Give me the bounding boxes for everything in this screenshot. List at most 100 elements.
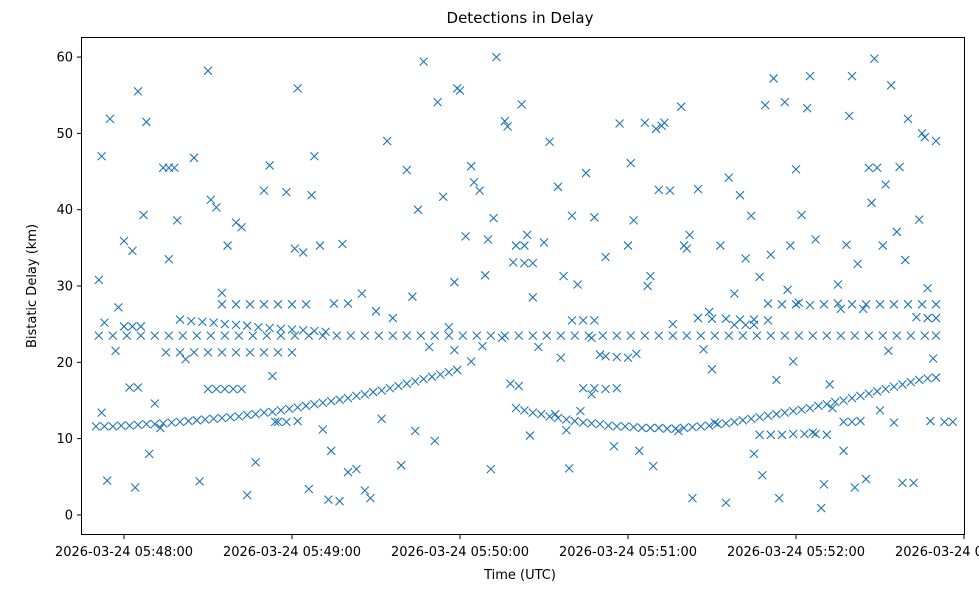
- detection-point: [710, 418, 720, 427]
- detection-point: [402, 331, 412, 340]
- detection-point: [763, 315, 773, 325]
- detection-point: [564, 463, 574, 473]
- detection-point: [634, 446, 644, 456]
- detection-point: [802, 103, 812, 113]
- detection-point: [763, 411, 773, 421]
- detection-point: [251, 409, 260, 419]
- detection-point: [209, 318, 218, 328]
- detection-point: [511, 403, 521, 413]
- detection-point: [374, 331, 384, 340]
- detection-point: [788, 406, 798, 416]
- x-tick-label: 2026-03-24 05:48:00: [55, 545, 193, 560]
- detection-point: [696, 422, 706, 431]
- detection-point: [469, 177, 479, 187]
- detection-point: [931, 299, 941, 309]
- detection-point: [195, 476, 204, 486]
- detection-point: [262, 331, 272, 340]
- detection-point: [332, 331, 342, 340]
- detection-point: [503, 122, 512, 131]
- detection-point: [816, 503, 826, 513]
- detection-point: [788, 429, 798, 439]
- detection-point: [928, 354, 938, 363]
- detection-point: [931, 373, 941, 382]
- detection-point: [777, 299, 787, 309]
- detection-point: [931, 331, 941, 340]
- detection-point: [573, 280, 582, 289]
- detection-point: [371, 306, 381, 316]
- detection-point: [175, 417, 185, 427]
- detection-point: [833, 280, 843, 289]
- detection-point: [522, 230, 532, 240]
- detection-point: [310, 151, 319, 161]
- detection-point: [850, 483, 860, 492]
- detection-point: [923, 313, 932, 323]
- detection-point: [839, 446, 848, 456]
- detection-point: [685, 230, 694, 240]
- detection-point: [587, 333, 596, 343]
- detection-point: [699, 344, 708, 354]
- detection-point: [122, 331, 132, 340]
- detection-point: [612, 352, 622, 362]
- detection-point: [741, 254, 750, 263]
- detection-point: [741, 320, 750, 330]
- detection-point: [388, 331, 398, 340]
- detection-point: [836, 331, 846, 340]
- detection-point: [310, 326, 319, 336]
- detection-point: [97, 151, 106, 161]
- detection-point: [822, 331, 832, 340]
- detection-point: [909, 478, 918, 488]
- detection-point: [164, 254, 174, 264]
- detection-point: [814, 401, 823, 411]
- detection-point: [245, 299, 255, 309]
- y-tick-label: 20: [56, 356, 73, 371]
- detection-point: [903, 299, 913, 309]
- detection-point: [217, 299, 227, 309]
- detection-point: [906, 377, 916, 387]
- x-tick-label: 2026-03-24 05:51:00: [559, 545, 697, 560]
- detection-point: [819, 299, 829, 309]
- y-tick-label: 60: [56, 51, 73, 66]
- detection-point: [920, 132, 930, 142]
- detection-point: [567, 315, 577, 325]
- detection-point: [223, 241, 232, 250]
- detection-point: [259, 186, 269, 196]
- detection-point: [130, 483, 140, 492]
- detection-point: [553, 182, 563, 192]
- detection-point: [570, 416, 580, 426]
- detection-point: [716, 241, 725, 250]
- detection-point: [643, 281, 652, 291]
- detection-point: [721, 314, 731, 324]
- detection-point: [581, 168, 591, 178]
- detection-point: [167, 418, 176, 427]
- detection-point: [738, 415, 748, 425]
- detection-point: [550, 409, 560, 419]
- detection-point: [200, 415, 210, 424]
- detection-point: [254, 322, 263, 332]
- detection-point: [609, 441, 619, 451]
- detection-point: [847, 71, 857, 81]
- detection-point: [461, 232, 470, 241]
- detection-point: [906, 331, 916, 340]
- detection-point: [413, 205, 423, 215]
- detection-point: [119, 322, 129, 331]
- detection-point: [466, 357, 476, 366]
- detection-point: [604, 421, 613, 431]
- detection-point: [97, 408, 106, 418]
- detection-point: [545, 412, 554, 421]
- detection-point: [875, 405, 885, 415]
- detection-point: [382, 136, 392, 146]
- detection-point: [116, 421, 126, 431]
- detection-point: [811, 429, 820, 439]
- detection-point: [746, 211, 756, 221]
- detection-point: [265, 161, 274, 170]
- detection-point: [150, 419, 160, 429]
- detection-point: [923, 373, 932, 383]
- detection-point: [259, 347, 269, 357]
- detection-point: [679, 423, 689, 433]
- detection-point: [595, 350, 605, 360]
- detection-point: [755, 272, 764, 282]
- detection-point: [629, 422, 638, 432]
- detection-point: [181, 354, 190, 364]
- detection-point: [752, 331, 762, 340]
